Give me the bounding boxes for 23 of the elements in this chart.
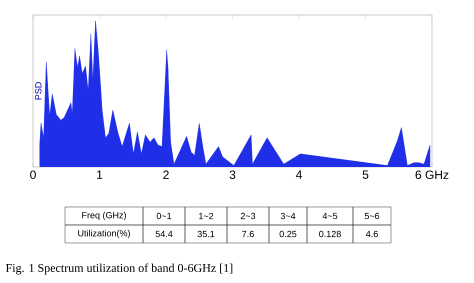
- text: Freq (GHz): [82, 212, 126, 220]
- text: 54.4: [156, 230, 172, 238]
- text: 4.6: [366, 230, 378, 238]
- x-tick-label: 4: [296, 170, 302, 179]
- text: 35.1: [198, 230, 214, 238]
- text: 1~2: [199, 212, 214, 220]
- x-tick-label: 2: [163, 170, 169, 179]
- text: 3~4: [280, 212, 296, 220]
- x-tick-label: 6 GHz: [416, 170, 448, 180]
- x-tick-label: 1: [97, 170, 102, 179]
- text: 7.6: [242, 230, 254, 238]
- text: 4~5: [322, 212, 338, 220]
- text: 0.25: [280, 230, 296, 238]
- x-tick-label: 5: [362, 170, 368, 179]
- x-tick-label: 3: [230, 170, 236, 180]
- text: 5~6: [364, 212, 380, 220]
- caption: Fig. 1 Spectrum utilization of band 0-6GHz [1]: [6, 263, 232, 274]
- text: Utilization(%): [78, 230, 130, 238]
- text: 0.128: [319, 230, 341, 238]
- y-axis-title: PSD: [35, 82, 42, 100]
- text: 2~3: [240, 212, 256, 220]
- x-tick-label: 0: [30, 170, 36, 180]
- text: 0~1: [156, 212, 172, 220]
